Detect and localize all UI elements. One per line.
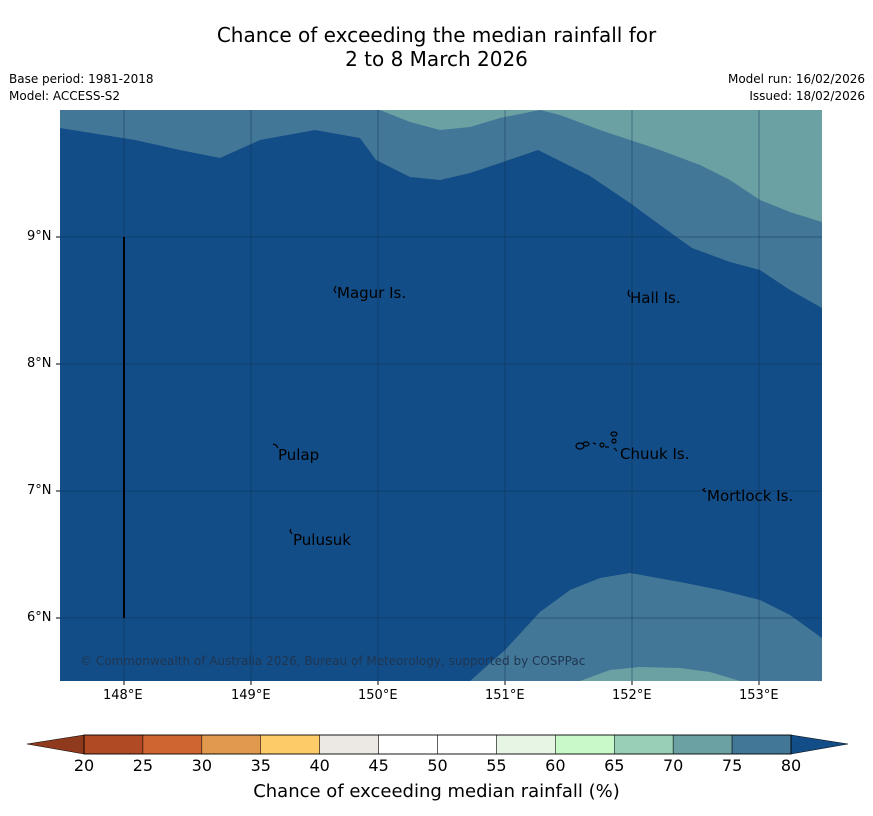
model-run-date: Model run: 16/02/2026: [727, 72, 865, 86]
colorbar-bin-30-35: [201, 734, 261, 755]
island-markers: [272, 285, 707, 535]
hall-island-outline: [627, 289, 631, 298]
colorbar-tick-80: 80: [780, 756, 802, 775]
lat-label-9n: 9°N: [27, 229, 52, 244]
place-label-pulusuk: Pulusuk: [293, 531, 351, 549]
colorbar-tick-45: 45: [368, 756, 389, 775]
colorbar-bin-35-40: [260, 734, 320, 755]
colorbar-tick-70: 70: [662, 756, 684, 775]
colorbar-tick-60: 60: [545, 756, 566, 775]
colorbar-bin-40-45: [319, 734, 379, 755]
colorbar: [26, 734, 849, 755]
rainfall-probability-map: [60, 110, 822, 681]
colorbar-tick-30: 30: [191, 756, 213, 775]
colorbar-bin-60-65: [555, 734, 615, 755]
pulusuk-island-outline: [289, 528, 293, 535]
axis-ticks: [56, 236, 760, 685]
map-title-line-2: 2 to 8 March 2026: [345, 47, 528, 71]
colorbar-tick-65: 65: [604, 756, 625, 775]
colorbar-bin-50-55: [437, 734, 497, 755]
place-label-chuuk: Chuuk Is.: [620, 445, 690, 463]
copyright-notice: © Commonwealth of Australia 2026, Bureau…: [80, 654, 586, 668]
place-label-mortlock: Mortlock Is.: [707, 487, 794, 505]
magur-island-outline: [333, 285, 337, 294]
colorbar-bin-55-60: [496, 734, 556, 755]
place-label-magur: Magur Is.: [337, 284, 407, 302]
mortlock-island-outline: [702, 487, 707, 493]
map-title-line-1: Chance of exceeding the median rainfall …: [216, 23, 657, 47]
lon-label-150e: 150°E: [358, 688, 398, 703]
model-name: Model: ACCESS-S2: [9, 89, 121, 103]
lon-label-148e: 148°E: [103, 688, 143, 703]
chuuk-lagoon-islands: [575, 431, 618, 452]
colorbar-tick-25: 25: [132, 756, 154, 775]
zone-75-80-north: [60, 110, 822, 308]
colorbar-tick-75: 75: [721, 756, 743, 775]
lon-label-151e: 151°E: [485, 688, 525, 703]
lat-label-8n: 8°N: [27, 356, 52, 371]
colorbar-bin-65-70: [614, 734, 674, 755]
lat-label-7n: 7°N: [27, 483, 52, 498]
lon-label-149e: 149°E: [231, 688, 271, 703]
issued-date: Issued: 18/02/2026: [749, 89, 865, 103]
lon-label-153e: 153°E: [739, 688, 779, 703]
colorbar-tick-35: 35: [250, 756, 271, 775]
pulap-island-outline: [272, 443, 279, 449]
zone-70-75-north: [380, 110, 822, 222]
colorbar-above-triangle: [790, 734, 849, 755]
zone-75-80-south: [470, 573, 822, 681]
place-label-hall: Hall Is.: [630, 289, 681, 307]
place-label-pulap: Pulap: [278, 446, 320, 464]
colorbar-below-triangle: [26, 734, 85, 755]
colorbar-tick-50: 50: [427, 756, 448, 775]
zone-70-75-south: [580, 667, 740, 681]
colorbar-bin-75-80: [731, 734, 792, 755]
lat-label-6n: 6°N: [27, 610, 52, 625]
colorbar-bins: [83, 734, 792, 755]
colorbar-title: Chance of exceeding median rainfall (%): [253, 781, 620, 802]
colorbar-bin-45-50: [378, 734, 438, 755]
lon-label-152e: 152°E: [612, 688, 652, 703]
base-period: Base period: 1981-2018: [9, 72, 154, 86]
colorbar-bin-25-30: [142, 734, 203, 755]
colorbar-bin-70-75: [672, 734, 733, 755]
colorbar-tick-40: 40: [309, 756, 330, 775]
colorbar-bin-20-25: [83, 734, 144, 755]
colorbar-tick-55: 55: [486, 756, 507, 775]
colorbar-tick-20: 20: [73, 756, 95, 775]
colorbar-frame: [83, 734, 792, 755]
